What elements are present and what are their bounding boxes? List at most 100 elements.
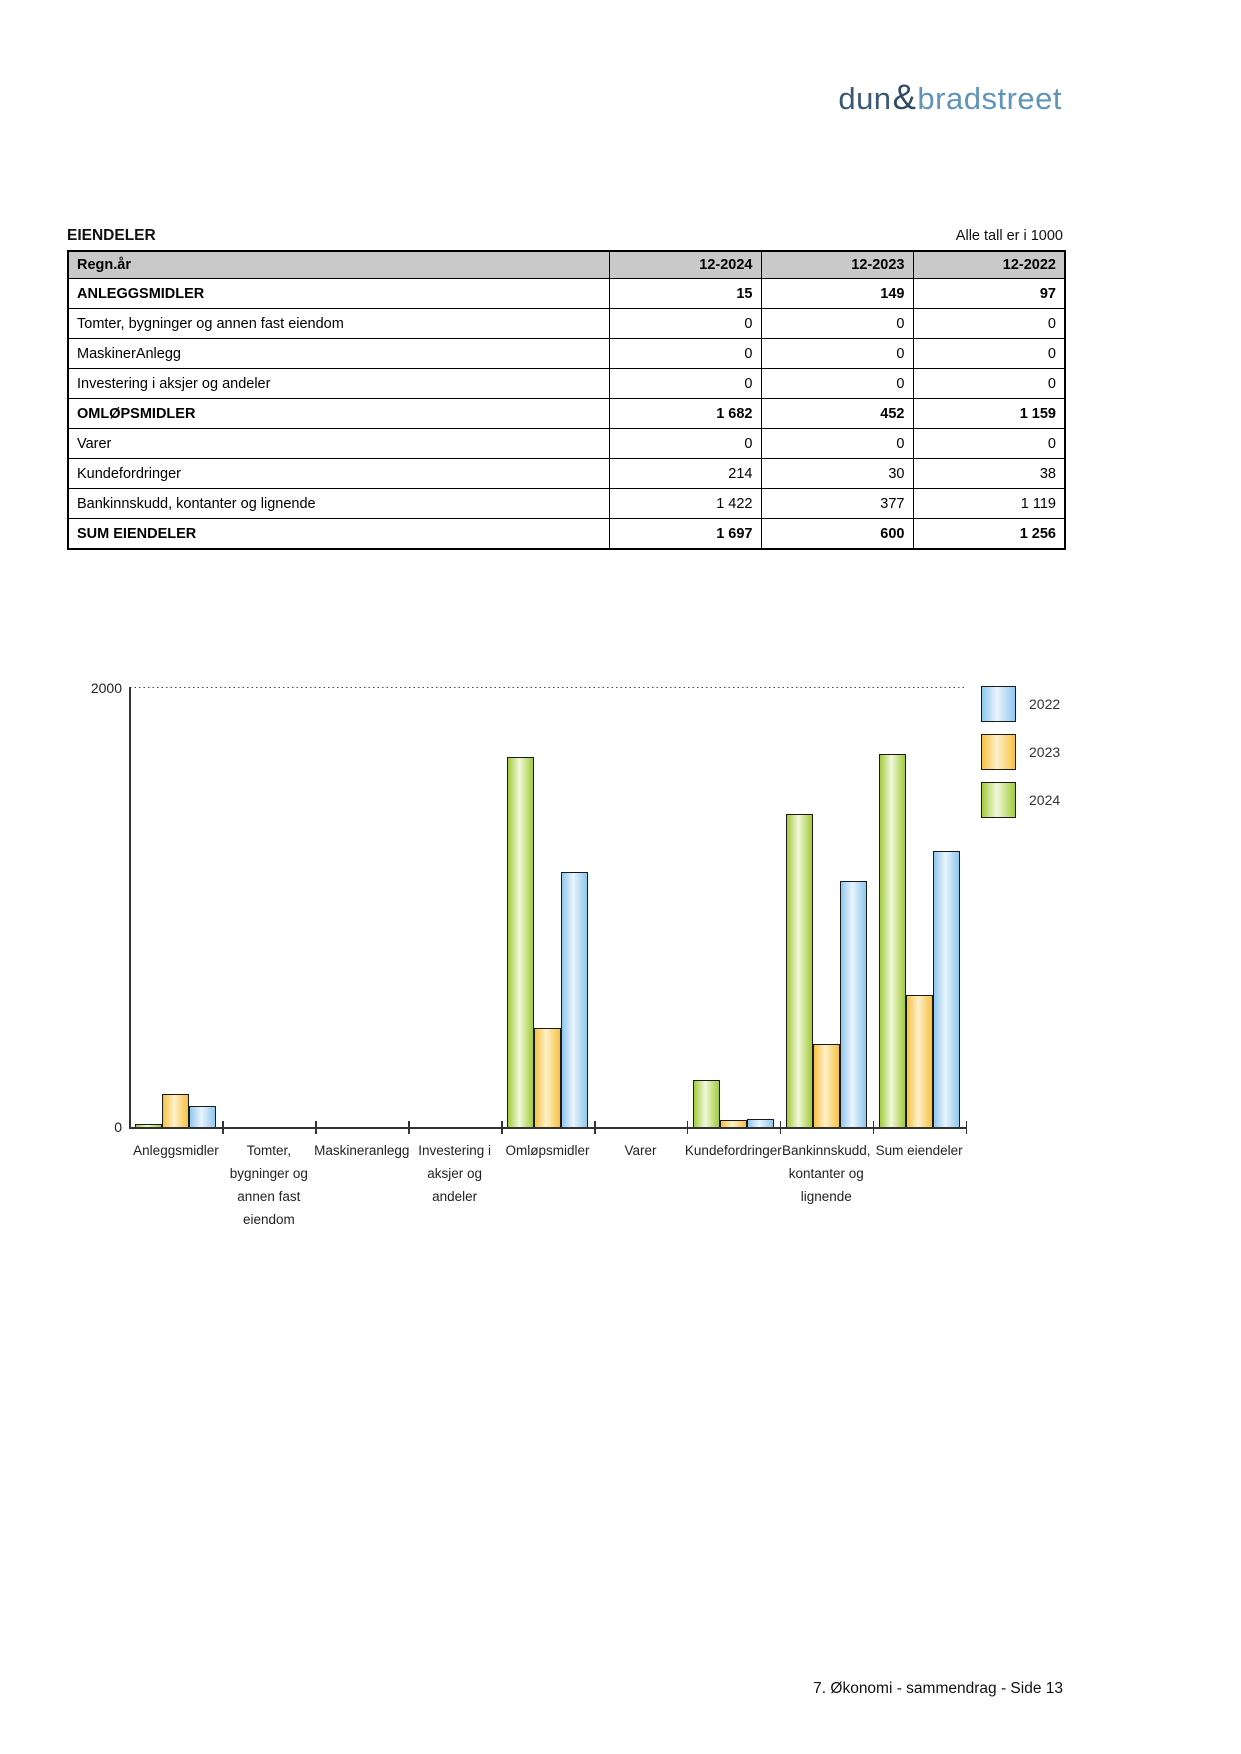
x-label-line: Sum eiendeler — [875, 1143, 963, 1158]
table-row: Kundefordringer 214 30 38 — [67, 458, 1066, 489]
column-header-2022: 12-2022 — [912, 250, 1066, 279]
y-axis-line — [129, 687, 131, 1128]
legend-label: 2022 — [1029, 696, 1061, 712]
x-label-line: Tomter, — [246, 1143, 291, 1158]
row-value: 600 — [760, 518, 914, 550]
assets-table: Regn.år 12-2024 12-2023 12-2022 ANLEGGSM… — [67, 250, 1066, 550]
bar-group — [780, 687, 873, 1127]
x-label-line: Bankinnskudd, — [781, 1143, 871, 1158]
legend-item-2022: 2022 — [981, 686, 1060, 722]
bar-2024 — [507, 757, 535, 1127]
bar-2022 — [932, 851, 960, 1127]
row-label: Investering i aksjer og andeler — [67, 368, 610, 399]
bar-group — [873, 687, 966, 1127]
bar-2024 — [785, 814, 813, 1127]
row-value: 0 — [608, 368, 762, 399]
row-label: MaskinerAnlegg — [67, 338, 610, 369]
row-label: ANLEGGSMIDLER — [67, 278, 610, 309]
bar-2023 — [812, 1044, 840, 1127]
row-label: Bankinnskudd, kontanter og lignende — [67, 488, 610, 519]
column-header-2024: 12-2024 — [608, 250, 762, 279]
x-label-line: bygninger og — [229, 1166, 308, 1181]
bar-2024 — [878, 754, 906, 1127]
row-label: Kundefordringer — [67, 458, 610, 489]
row-value: 30 — [760, 458, 914, 489]
table-body: ANLEGGSMIDLER 15 149 97 Tomter, bygninger og… — [67, 278, 1066, 550]
bar-group — [315, 687, 408, 1127]
table-row: ANLEGGSMIDLER 15 149 97 — [67, 278, 1066, 309]
x-label-line: andeler — [432, 1189, 478, 1204]
legend-swatch-2024 — [981, 782, 1016, 818]
row-value: 149 — [760, 278, 914, 309]
x-axis-line — [129, 1127, 966, 1129]
x-axis-category-label: Tomter, bygninger og annen fast eiendom — [222, 1139, 315, 1231]
table-row: Varer 0 0 0 — [67, 428, 1066, 459]
bar-group — [501, 687, 594, 1127]
row-value: 1 159 — [912, 398, 1066, 429]
row-value: 0 — [760, 368, 914, 399]
row-value: 0 — [760, 428, 914, 459]
x-label-line: Omløpsmidler — [505, 1143, 590, 1158]
x-axis-category-label: Varer — [594, 1139, 687, 1162]
column-header-2023: 12-2023 — [760, 250, 914, 279]
legend-swatch-2022 — [981, 686, 1016, 722]
row-value: 1 422 — [608, 488, 762, 519]
bar-2023 — [719, 1120, 747, 1127]
row-value: 1 697 — [608, 518, 762, 550]
x-label-line: Maskineranlegg — [314, 1143, 410, 1158]
x-axis-category-label: Investering i aksjer og andeler — [408, 1139, 501, 1208]
ampersand-icon: & — [892, 78, 917, 117]
units-note: Alle tall er i 1000 — [955, 228, 1063, 244]
chart-plot — [130, 687, 968, 1134]
row-value: 0 — [608, 308, 762, 339]
x-axis-category-label: Bankinnskudd, kontanter og lignende — [780, 1139, 873, 1208]
bar-2023 — [534, 1028, 562, 1127]
row-value: 97 — [912, 278, 1066, 309]
row-value: 0 — [912, 368, 1066, 399]
bar-group — [594, 687, 687, 1127]
row-value: 452 — [760, 398, 914, 429]
x-label-line: Anleggsmidler — [133, 1143, 219, 1158]
row-value: 0 — [608, 338, 762, 369]
table-row: Bankinnskudd, kontanter og lignende 1 422… — [67, 488, 1066, 519]
bar-group — [687, 687, 780, 1127]
row-value: 0 — [912, 338, 1066, 369]
bar-2024 — [135, 1124, 163, 1127]
x-axis-category-label: Omløpsmidler — [501, 1139, 594, 1162]
x-axis-category-label: Maskineranlegg — [314, 1139, 410, 1162]
x-label-line: annen fast — [237, 1189, 301, 1204]
x-axis-category-label: Sum eiendeler — [873, 1139, 966, 1162]
table-header-row: Regn.år 12-2024 12-2023 12-2022 — [67, 250, 1066, 279]
row-label: Varer — [67, 428, 610, 459]
page-title: EIENDELER — [67, 227, 156, 244]
page-footer: 7. Økonomi - sammendrag - Side 13 — [813, 1680, 1063, 1697]
row-value: 1 256 — [912, 518, 1066, 550]
legend-swatch-2023 — [981, 734, 1016, 770]
dun-bradstreet-logo: dun&bradstreet — [838, 78, 1062, 118]
x-axis-category-label: Kundefordringer — [684, 1139, 782, 1162]
row-label: OMLØPSMIDLER — [67, 398, 610, 429]
gridline-2000 — [130, 687, 966, 688]
row-value: 0 — [912, 308, 1066, 339]
row-value: 0 — [760, 338, 914, 369]
legend-label: 2023 — [1029, 744, 1061, 760]
column-header-regnar: Regn.år — [67, 250, 610, 279]
row-value: 15 — [608, 278, 762, 309]
table-row: MaskinerAnlegg 0 0 0 — [67, 338, 1066, 369]
logo-text-dun: dun — [838, 81, 892, 116]
bar-group — [408, 687, 501, 1127]
x-label-line: aksjer og — [427, 1166, 483, 1181]
x-label-line: lignende — [800, 1189, 852, 1204]
bar-2022 — [189, 1106, 217, 1127]
bar-2023 — [905, 995, 933, 1127]
x-label-line: Investering i — [418, 1143, 492, 1158]
x-label-line: eiendom — [242, 1212, 295, 1227]
table-row: Investering i aksjer og andeler 0 0 0 — [67, 368, 1066, 399]
table-row: Tomter, bygninger og annen fast eiendom 0… — [67, 308, 1066, 339]
axis-tick — [965, 1121, 968, 1134]
logo-text-bradstreet: bradstreet — [917, 81, 1062, 116]
x-label-line: kontanter og — [788, 1166, 864, 1181]
table-row: OMLØPSMIDLER 1 682 452 1 159 — [67, 398, 1066, 429]
x-label-line: Kundefordringer — [684, 1143, 782, 1158]
